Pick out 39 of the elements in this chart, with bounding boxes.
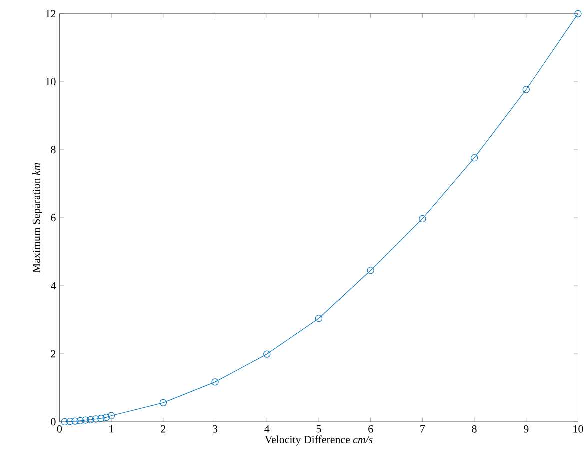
x-tick-label: 0 bbox=[57, 426, 62, 433]
point bbox=[82, 416, 90, 424]
x-tick-label: 3 bbox=[213, 426, 218, 433]
x-tick-label: 5 bbox=[316, 426, 322, 433]
point bbox=[66, 418, 74, 426]
y-tick-label: 6 bbox=[51, 214, 56, 222]
y-axis-title: Maximum Separation km bbox=[32, 163, 42, 273]
x-tick-label: 8 bbox=[472, 426, 477, 433]
point bbox=[160, 399, 167, 407]
x-tick-label: 10 bbox=[574, 426, 584, 433]
y-tick-label: 12 bbox=[46, 10, 56, 18]
point bbox=[98, 415, 105, 422]
point bbox=[72, 418, 79, 425]
x-tick-label: 7 bbox=[420, 426, 426, 433]
point bbox=[102, 414, 110, 422]
point bbox=[76, 418, 84, 425]
point bbox=[367, 267, 374, 274]
x-tick-label: 4 bbox=[264, 426, 270, 433]
point bbox=[315, 315, 323, 322]
point bbox=[522, 86, 530, 94]
point bbox=[61, 418, 68, 426]
point bbox=[92, 416, 100, 423]
x-tick-label: 1 bbox=[110, 426, 114, 433]
y-tick-label: 10 bbox=[46, 78, 56, 86]
x-tick-label: 6 bbox=[368, 426, 374, 433]
x-axis-title: Velocity Difference cm/s bbox=[264, 436, 373, 446]
point bbox=[419, 216, 426, 223]
y-tick-label: 8 bbox=[51, 146, 56, 154]
point bbox=[264, 350, 271, 358]
y-tick-label: 0 bbox=[51, 418, 56, 426]
point bbox=[212, 378, 219, 386]
y-tick-label: 4 bbox=[50, 282, 56, 290]
x-tick-label: 9 bbox=[524, 426, 529, 433]
point bbox=[574, 10, 582, 18]
point bbox=[470, 154, 478, 162]
y-tick-label: 2 bbox=[51, 350, 56, 358]
x-tick-label: 2 bbox=[161, 426, 166, 433]
point bbox=[108, 412, 116, 420]
point bbox=[87, 416, 94, 424]
